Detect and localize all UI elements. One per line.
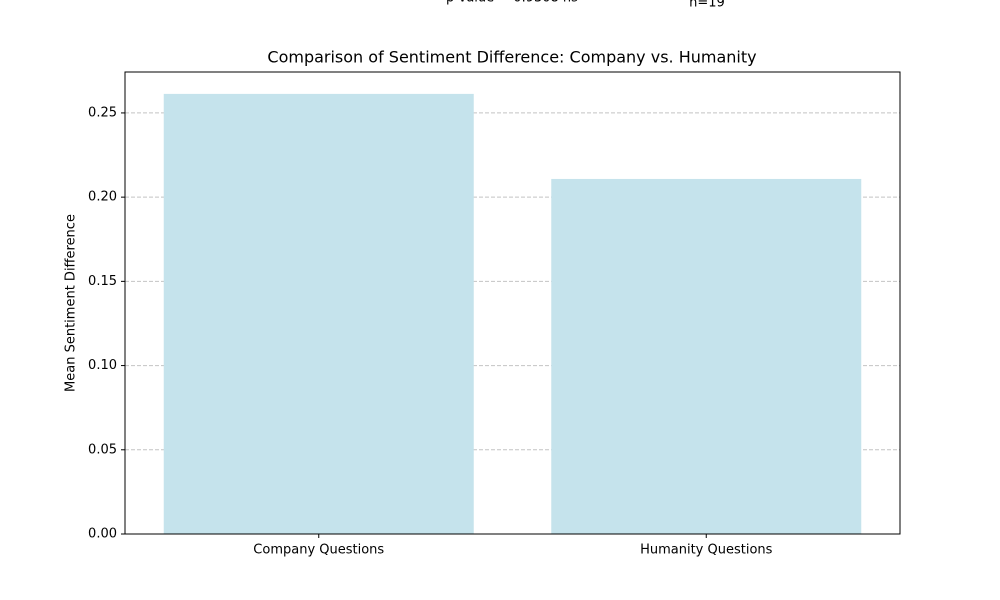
y-tick-label: 0.20	[88, 190, 117, 205]
chart-title: Comparison of Sentiment Difference: Comp…	[267, 48, 756, 67]
y-tick-label: 0.10	[88, 358, 117, 373]
bar	[551, 178, 862, 534]
x-tick-label: Humanity Questions	[640, 543, 773, 558]
plot-frame	[124, 71, 901, 535]
bar	[163, 93, 474, 534]
annotation: n=19	[689, 0, 725, 11]
y-tick-label: 0.05	[88, 442, 117, 457]
y-tick-label: 0.25	[88, 105, 117, 120]
y-tick-label: 0.15	[88, 274, 117, 289]
annotation: p-value = 0.9308 ns	[446, 0, 578, 6]
y-axis-label: Mean Sentiment Difference	[64, 214, 79, 392]
y-tick-label: 0.00	[88, 527, 117, 542]
x-tick-label: Company Questions	[253, 543, 384, 558]
